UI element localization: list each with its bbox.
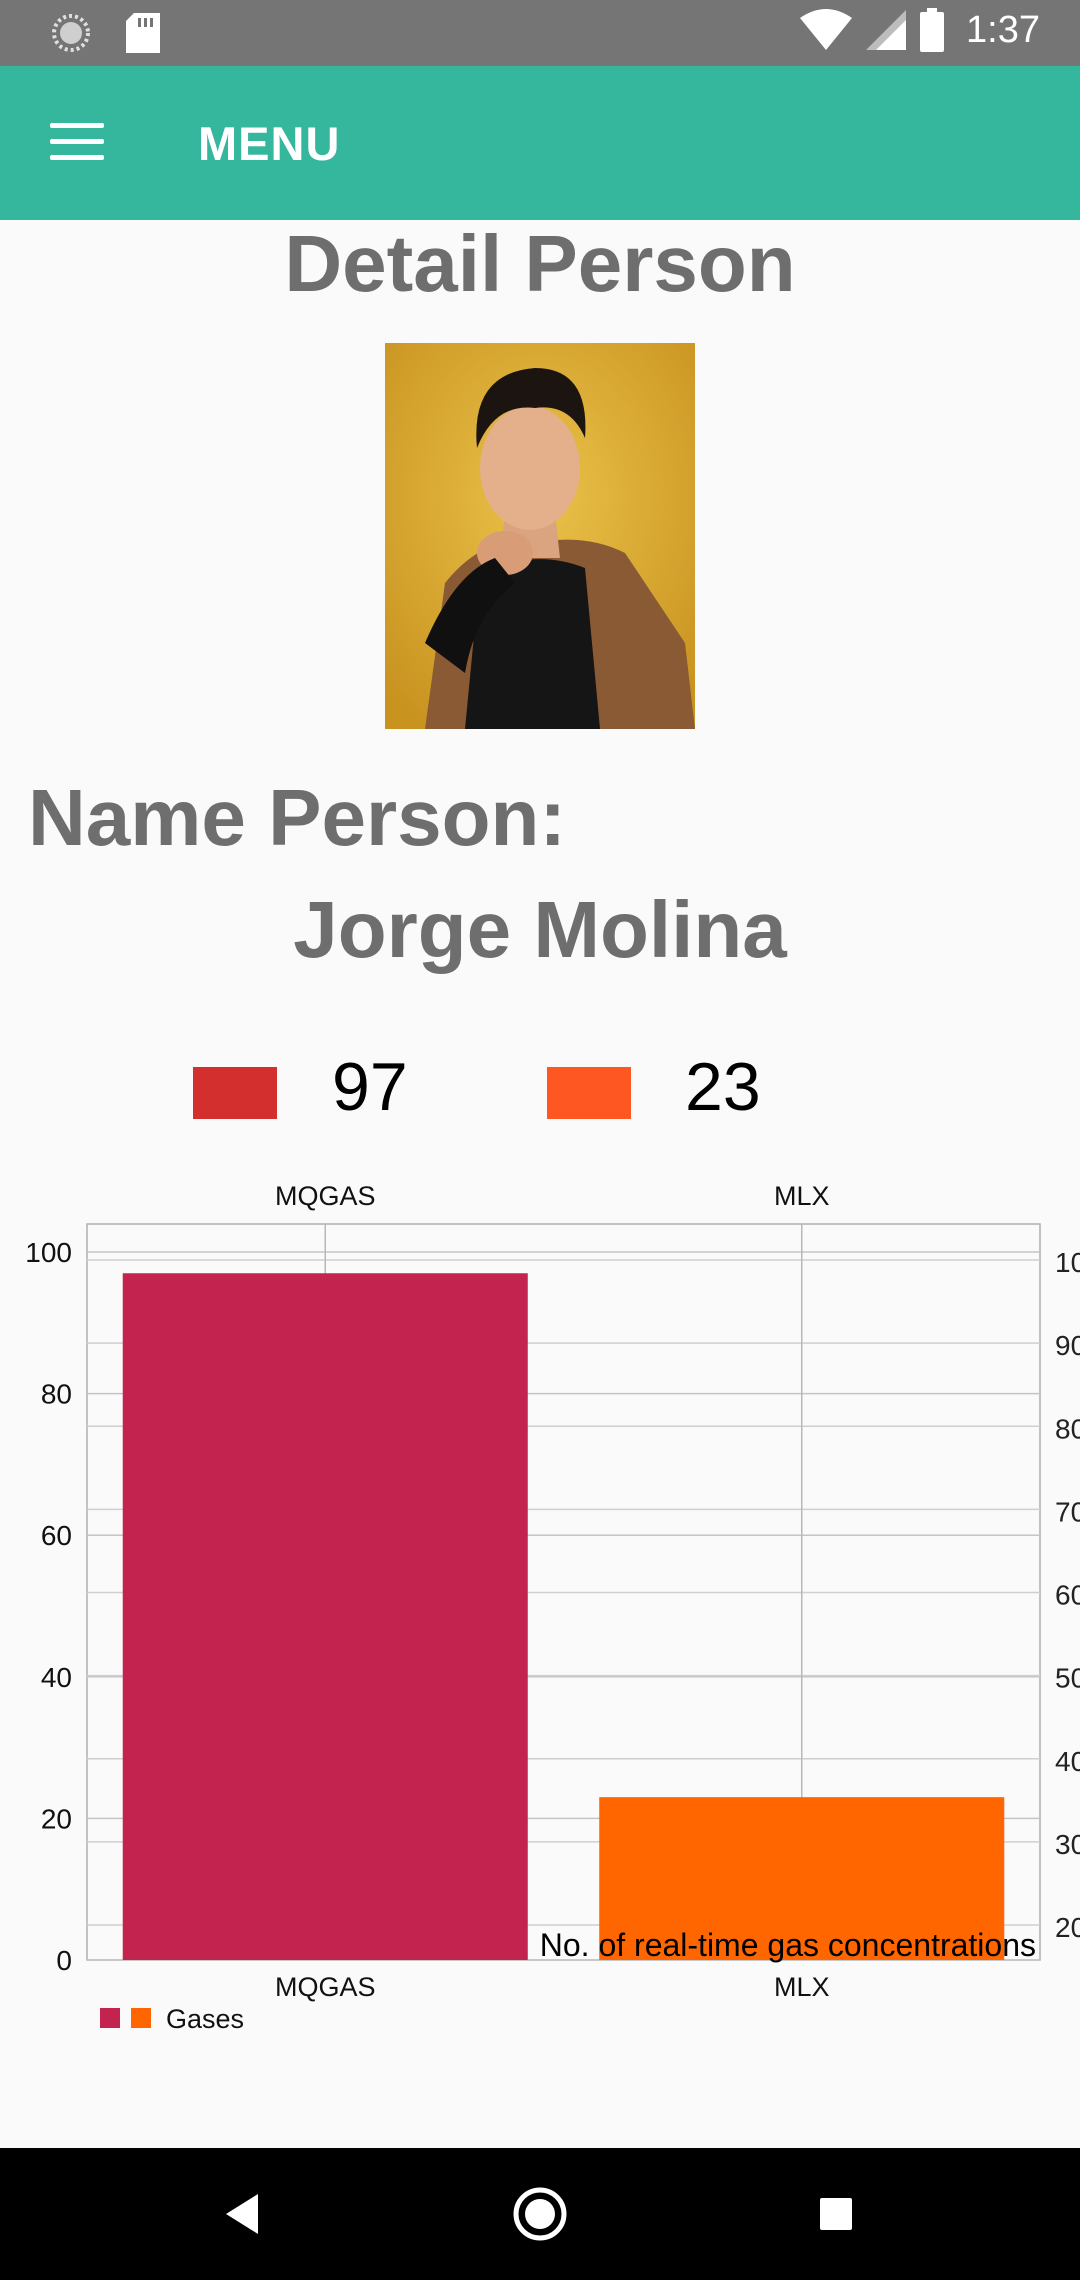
app-bar: MENU <box>0 66 1080 220</box>
battery-icon <box>920 8 945 52</box>
sync-icon <box>52 14 90 52</box>
y-tick-label: 60 <box>41 1520 72 1551</box>
legend-swatch <box>100 2008 120 2028</box>
top-legend: 97 23 <box>0 1040 1080 1130</box>
y-tick-label: 20 <box>41 1803 72 1834</box>
cell-signal-icon <box>866 10 907 50</box>
person-photo <box>385 343 695 729</box>
y-tick-label: 40 <box>41 1662 72 1693</box>
page-title: Detail Person <box>284 219 796 308</box>
app-title: MENU <box>198 117 341 170</box>
chart-description: No. of real-time gas concentrations <box>540 1927 1036 1963</box>
category-label: MLX <box>774 1972 830 2002</box>
bar-chart: 20 30 40 50 60 70 80 90 10 MQGAS MQGAS MLX MLX 0 20 40 6… <box>0 1170 1080 2050</box>
recents-icon[interactable] <box>766 2148 906 2280</box>
top-legend-swatch-2 <box>547 1067 631 1119</box>
category-label: MQGAS <box>275 1972 376 2002</box>
right-tick-label: 10 <box>1055 1247 1080 1278</box>
name-value: Jorge Molina <box>293 885 787 974</box>
y-tick-label: 0 <box>56 1945 72 1976</box>
right-tick-label: 40 <box>1055 1746 1080 1777</box>
sd-card-icon <box>126 13 160 53</box>
right-tick-label: 60 <box>1055 1580 1080 1611</box>
status-time: 1:37 <box>966 8 1040 51</box>
legend-label: Gases <box>166 2004 244 2034</box>
status-bar: 1:37 <box>0 0 1080 66</box>
top-legend-swatch-1 <box>193 1067 277 1119</box>
right-tick-label: 50 <box>1055 1663 1080 1694</box>
right-tick-label: 80 <box>1055 1413 1080 1444</box>
hamburger-menu-icon[interactable] <box>50 123 104 163</box>
bar <box>599 1797 1005 1960</box>
wifi-icon <box>800 9 853 50</box>
y-tick-label: 80 <box>41 1379 72 1410</box>
top-legend-value-2: 23 <box>685 1049 761 1125</box>
top-category-label: MLX <box>774 1181 830 1211</box>
bar <box>122 1273 528 1960</box>
back-icon[interactable] <box>172 2148 312 2280</box>
top-legend-value-1: 97 <box>332 1049 408 1125</box>
right-tick-label: 70 <box>1055 1496 1080 1527</box>
legend-swatch <box>131 2008 151 2028</box>
name-label: Name Person: <box>28 773 566 862</box>
nav-bar <box>0 2148 1080 2280</box>
home-icon[interactable] <box>470 2148 610 2280</box>
right-tick-label: 30 <box>1055 1829 1080 1860</box>
right-tick-label: 20 <box>1055 1912 1080 1943</box>
y-tick-label: 100 <box>25 1237 72 1268</box>
right-tick-label: 90 <box>1055 1330 1080 1361</box>
top-category-label: MQGAS <box>275 1181 376 1211</box>
bar-chart-svg: 20 30 40 50 60 70 80 90 10 MQGAS MQGAS MLX MLX 0 20 40 6… <box>25 1181 1080 2034</box>
